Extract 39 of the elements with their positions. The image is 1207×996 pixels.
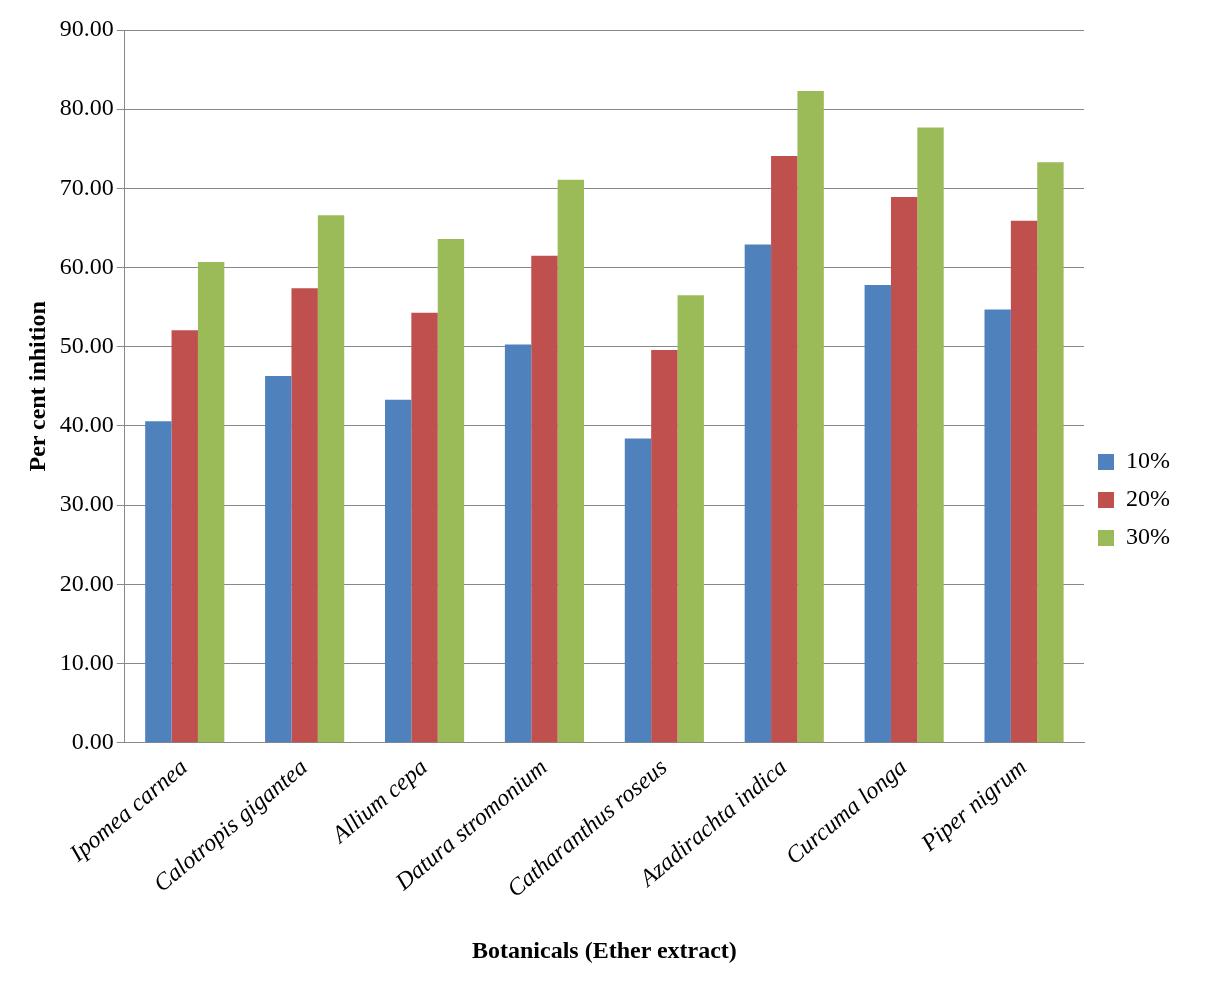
y-tick-label: 50.00 bbox=[59, 332, 114, 359]
y-tick-label: 0.00 bbox=[71, 728, 114, 754]
y-tick-label: 60.00 bbox=[59, 252, 114, 279]
bar bbox=[744, 244, 772, 743]
bar bbox=[1037, 162, 1064, 743]
legend-label: 10% bbox=[1126, 447, 1171, 474]
bar bbox=[384, 399, 412, 743]
bar bbox=[197, 262, 225, 743]
bar bbox=[265, 376, 292, 743]
bar bbox=[771, 155, 798, 743]
legend-label: 30% bbox=[1126, 523, 1171, 550]
y-tick-label: 30.00 bbox=[59, 490, 114, 517]
bar bbox=[1010, 220, 1038, 743]
bar bbox=[531, 255, 558, 743]
bar bbox=[411, 312, 438, 743]
y-tick-label: 20.00 bbox=[59, 569, 114, 596]
y-tick-label: 10.00 bbox=[59, 648, 114, 675]
legend-label: 20% bbox=[1126, 485, 1171, 512]
bar bbox=[651, 349, 678, 743]
bar bbox=[171, 330, 198, 743]
bar bbox=[890, 197, 918, 743]
bar bbox=[984, 309, 1011, 743]
y-tick-label: 70.00 bbox=[59, 173, 114, 200]
bar bbox=[917, 127, 944, 743]
bar bbox=[291, 288, 318, 743]
bar bbox=[317, 215, 345, 743]
bar bbox=[145, 421, 172, 743]
y-tick-label: 90.00 bbox=[59, 15, 114, 42]
bar bbox=[677, 295, 704, 743]
y-axis-title: Per cent inhition bbox=[23, 301, 50, 472]
bar bbox=[797, 90, 824, 743]
bar bbox=[437, 239, 465, 743]
x-axis-title: Botanicals (Ether extract) bbox=[471, 936, 737, 963]
bar bbox=[557, 179, 585, 743]
bar bbox=[624, 438, 652, 743]
y-tick-label: 80.00 bbox=[59, 94, 114, 121]
bar bbox=[504, 344, 532, 743]
bar bbox=[864, 284, 891, 743]
y-tick-label: 40.00 bbox=[59, 411, 114, 438]
